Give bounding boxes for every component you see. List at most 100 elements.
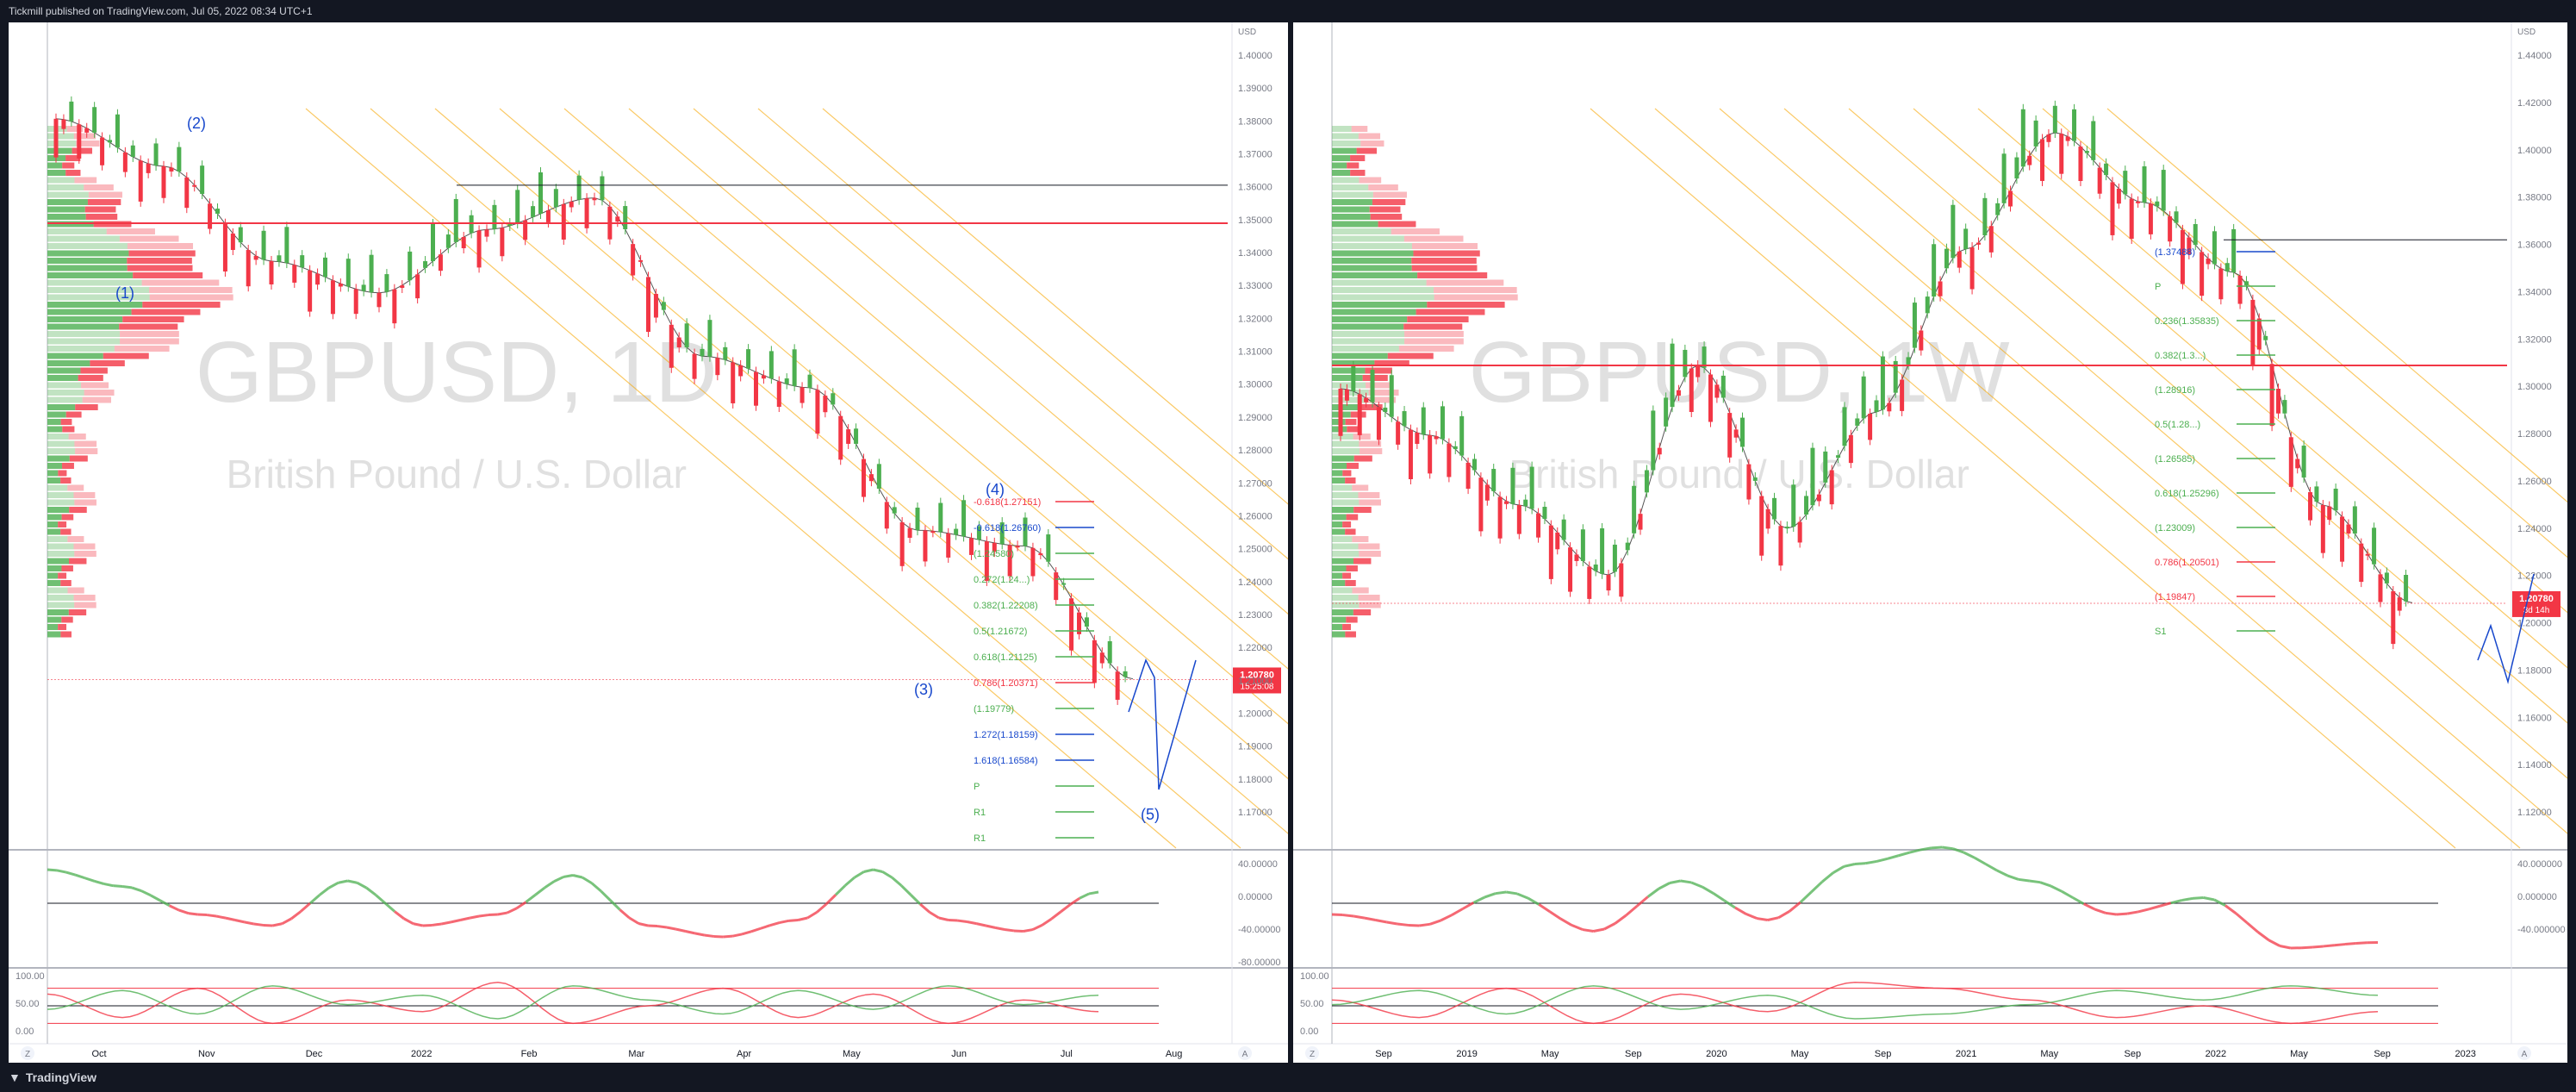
- candle-body: [1957, 251, 1962, 268]
- rsi-segment: [2050, 884, 2063, 893]
- candle-body: [2052, 105, 2057, 133]
- volume-profile-bar: [119, 235, 179, 242]
- rsi-segment: [432, 922, 442, 927]
- volume-profile-bar: [1332, 514, 1347, 521]
- scale-toggle-button[interactable]: [21, 1046, 34, 1060]
- y-tick-label: 1.19000: [1238, 742, 1272, 752]
- fib-channel-line: [1654, 108, 2521, 849]
- candle-body: [553, 189, 558, 208]
- rsi-segment: [215, 914, 227, 920]
- volume-profile-bar: [1352, 536, 1369, 542]
- rsi-segment: [2126, 910, 2139, 915]
- rsi-segment: [2061, 890, 2074, 899]
- volume-profile-bar: [1332, 382, 1366, 389]
- candle-body: [161, 165, 166, 198]
- candle-body: [692, 353, 697, 379]
- candle-body: [1606, 575, 1611, 591]
- rsi-segment: [1995, 869, 2008, 877]
- volume-profile-bar: [1346, 616, 1358, 623]
- volume-profile-bar: [120, 338, 179, 345]
- candle-body: [1951, 204, 1956, 259]
- chart-panel-weekly[interactable]: GBPUSD, 1W British Pound / U.S. Dollar 1.2…: [1293, 22, 2567, 1063]
- rsi-segment: [1342, 914, 1354, 918]
- volume-profile-bar: [47, 528, 61, 535]
- chart-panel-daily[interactable]: GBPUSD, 1D British Pound / U.S. Dollar 1.2…: [9, 22, 1288, 1063]
- rsi-segment: [441, 920, 451, 926]
- rsi-segment: [834, 884, 846, 896]
- volume-profile-bar: [47, 580, 61, 586]
- volume-profile-bar: [60, 477, 72, 484]
- price-badge: [1233, 667, 1281, 694]
- volume-profile-bar: [1332, 133, 1359, 140]
- fib-label: P: [974, 782, 980, 792]
- volume-profile-bar: [1369, 206, 1401, 213]
- volume-profile-bar: [1332, 243, 1412, 249]
- auto-scale-button[interactable]: [2517, 1046, 2531, 1060]
- candle-body: [892, 507, 897, 514]
- volume-profile-bar: [47, 587, 68, 594]
- candle-body: [800, 387, 805, 403]
- volume-profile-bar: [76, 140, 100, 147]
- volume-profile-bar: [47, 360, 90, 366]
- volume-profile-bar: [68, 609, 87, 615]
- rsi-segment: [1767, 916, 1779, 921]
- rsi-segment: [225, 916, 236, 921]
- candle-body: [2020, 109, 2025, 167]
- volume-profile-bar: [47, 258, 128, 264]
- volume-profile-bar: [47, 353, 103, 359]
- rsi-segment: [113, 884, 123, 888]
- volume-profile-bar: [103, 353, 149, 359]
- x-tick-label: May: [843, 1049, 861, 1059]
- rsi-segment: [1646, 887, 1660, 898]
- rsi-segment: [525, 894, 537, 903]
- candle-body: [445, 234, 451, 248]
- candle-body: [2161, 170, 2166, 211]
- scale-toggle-button[interactable]: [1305, 1046, 1319, 1060]
- rsi-tick-label: -40.00000: [1238, 925, 1281, 935]
- stoch-d-line: [47, 985, 1099, 1020]
- y-tick-label: 1.36000: [1238, 183, 1272, 193]
- candle-body: [238, 227, 243, 243]
- candle-body: [1046, 534, 1051, 562]
- candle-body: [1023, 517, 1028, 546]
- candle-body: [2378, 574, 2383, 602]
- volume-profile-bar: [1426, 279, 1504, 286]
- volume-profile-bar: [47, 602, 75, 608]
- auto-scale-icon: A: [2522, 1050, 2528, 1059]
- y-tick-label: 1.17000: [1238, 808, 1272, 818]
- y-tick-label: 1.21000: [1238, 676, 1272, 686]
- candle-body: [438, 254, 443, 271]
- candle-body: [184, 177, 190, 209]
- candle-body: [738, 365, 744, 377]
- candle-body: [2078, 147, 2083, 182]
- volume-profile-bar: [74, 499, 96, 506]
- price-badge-value: 1.20780: [1240, 670, 1274, 680]
- fib-channel-line: [499, 108, 1288, 780]
- auto-scale-button[interactable]: [1238, 1046, 1252, 1060]
- rsi-segment: [534, 886, 546, 896]
- rsi-segment: [1506, 890, 1518, 895]
- volume-profile-bar: [1353, 609, 1372, 615]
- rsi-segment: [704, 933, 714, 938]
- candle-body: [2320, 505, 2325, 553]
- volume-profile-bar: [1368, 390, 1399, 396]
- volume-profile-bar: [1358, 595, 1380, 601]
- candle-body: [831, 393, 836, 405]
- candle-body: [2295, 459, 2300, 469]
- rsi-segment: [582, 876, 593, 884]
- volume-profile-bar: [106, 228, 155, 234]
- candle-body: [2046, 134, 2051, 142]
- candle-body: [984, 541, 989, 581]
- rsi-segment: [1777, 910, 1790, 920]
- volume-profile-bar: [69, 507, 87, 513]
- volume-profile-bar: [1332, 162, 1347, 169]
- x-tick-label: May: [2290, 1049, 2308, 1059]
- volume-profile-bar: [47, 565, 62, 571]
- fib-label: (1.19847): [2155, 592, 2195, 602]
- tradingview-brand[interactable]: ▼ TradingView: [9, 1070, 96, 1084]
- volume-profile-bar: [74, 551, 96, 557]
- volume-profile-bar: [1358, 543, 1380, 550]
- volume-profile-bar: [1345, 419, 1357, 425]
- volume-profile-bar: [1372, 191, 1407, 198]
- candle-body: [2040, 139, 2045, 181]
